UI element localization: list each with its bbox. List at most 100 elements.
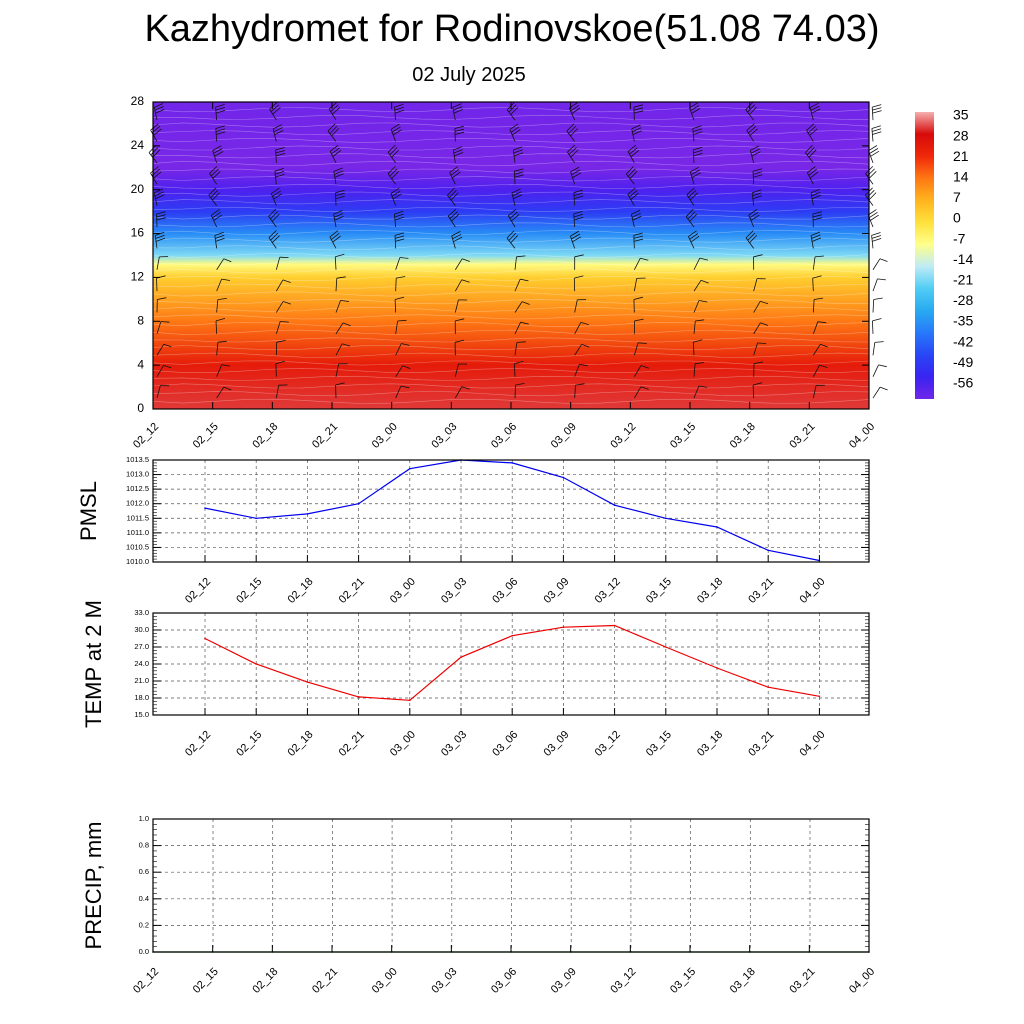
wind-barb-feather (633, 107, 644, 111)
wind-barb-feather (160, 321, 170, 323)
wind-barb-feather (693, 339, 703, 343)
wind-barb-staff (215, 128, 218, 142)
wind-barb-feather (394, 296, 405, 300)
wind-barb-feather (690, 105, 700, 112)
wind-barb-feather (751, 151, 761, 157)
wind-barb-staff (688, 236, 695, 249)
wind-barb-staff (395, 343, 402, 356)
wind-barb-feather (449, 166, 458, 173)
wind-barb-staff (514, 384, 516, 399)
wind-barb-feather (454, 128, 465, 132)
wind-barb-feather (809, 102, 819, 108)
wind-barb-feather (750, 214, 760, 221)
wind-barb-feather (685, 208, 694, 217)
wind-barb-staff (567, 151, 575, 164)
wind-barb-feather (872, 104, 882, 108)
pmsl-x-tick-label: 02_21 (337, 576, 367, 606)
wind-barb-feather (214, 151, 224, 157)
wind-barb-feather (627, 168, 636, 177)
wind-barb-feather (389, 147, 398, 155)
wind-barb-feather (453, 236, 463, 243)
wind-barb-staff (327, 130, 337, 142)
pmsl-x-tick-label: 03_15 (644, 576, 674, 606)
temp-y-tick-label: 33.0 (134, 608, 149, 617)
wind-barb-staff (153, 192, 158, 206)
precip-plot-area (153, 819, 869, 952)
wind-barb-staff (689, 171, 695, 185)
wind-barb-staff (574, 364, 580, 377)
wind-barb-feather (812, 275, 822, 279)
wind-barb-staff (328, 108, 337, 121)
wind-barb-staff (748, 214, 755, 228)
wind-barb-feather (747, 104, 755, 113)
wind-barb-feather (693, 152, 703, 157)
wind-barb-staff (514, 171, 516, 185)
wind-barb-staff (216, 364, 223, 377)
wind-barb-staff (452, 107, 456, 121)
precip-x-tick-label: 02_15 (191, 966, 221, 996)
wind-barb-feather (333, 167, 343, 172)
precip-x-tick-label: 03_00 (370, 966, 400, 996)
wind-barb-feather (275, 153, 286, 157)
wind-barb-staff (395, 278, 397, 292)
wind-barb-feather (452, 103, 462, 108)
wind-barb-feather (335, 253, 345, 258)
wind-barb-feather (631, 212, 641, 218)
wind-barb-staff (154, 235, 158, 249)
wind-barb-feather (156, 217, 166, 221)
wind-barb-feather (215, 128, 226, 132)
wind-barb-staff (394, 299, 397, 313)
heatmap-x-tick-label: 03_12 (608, 421, 638, 451)
wind-barb-feather (461, 386, 470, 390)
pmsl-plot-area (153, 460, 869, 562)
wind-barb-feather (453, 106, 463, 111)
contour-line (152, 207, 870, 212)
wind-barb-staff (390, 129, 397, 142)
wind-barb-feather (750, 145, 760, 151)
wind-barb-feather (394, 109, 405, 114)
wind-barb-feather (212, 145, 222, 151)
wind-barb-feather (510, 235, 519, 244)
wind-barb-staff (335, 300, 341, 313)
temp-x-tick-label: 03_06 (490, 729, 520, 759)
wind-barb-staff (390, 193, 397, 206)
wind-barb-feather (872, 110, 882, 114)
chart-title: Kazhydromet for Rodinovskoe(51.08 74.03) (144, 8, 880, 50)
wind-barb-feather (154, 103, 164, 108)
wind-barb-staff (753, 322, 761, 335)
wind-barb-feather (269, 101, 278, 110)
temp-y-tick-label: 27.0 (134, 642, 149, 651)
wind-barb-feather (521, 301, 530, 305)
wind-barb-feather (749, 211, 759, 219)
heatmap-y-tick-label: 24 (131, 138, 145, 152)
temp-point (613, 624, 616, 627)
precip-y-tick-label: 0.4 (139, 894, 149, 903)
wind-barb-feather (212, 211, 221, 219)
heatmap-y-tick-label: 12 (131, 270, 145, 284)
temp-point (204, 637, 206, 640)
wind-barb-feather (811, 194, 822, 200)
wind-barb-feather (332, 235, 341, 243)
wind-barb-feather (807, 125, 816, 134)
temp-point (562, 626, 565, 628)
wind-barb-staff (633, 342, 639, 356)
wind-barb-feather (268, 208, 277, 217)
wind-barb-feather (391, 149, 400, 158)
wind-barb-feather (275, 150, 286, 154)
wind-barb-feather (390, 187, 400, 194)
wind-barb-feather (453, 109, 463, 114)
wind-barb-feather (452, 233, 462, 240)
wind-barb-feather (216, 131, 226, 135)
heatmap-x-tick-label: 03_09 (549, 421, 579, 451)
wind-barb-staff (454, 363, 459, 377)
wind-barb-feather (455, 131, 465, 135)
temp-y-tick-label: 18.0 (134, 693, 149, 702)
wind-barb-feather (630, 150, 640, 158)
wind-barb-feather (692, 125, 702, 129)
wind-barb-staff (812, 299, 815, 313)
colorbar-label: 35 (953, 107, 969, 123)
pmsl-point (767, 549, 769, 552)
wind-barb-feather (514, 168, 524, 172)
wind-barb-staff (752, 384, 755, 399)
wind-barb-feather (811, 108, 821, 114)
